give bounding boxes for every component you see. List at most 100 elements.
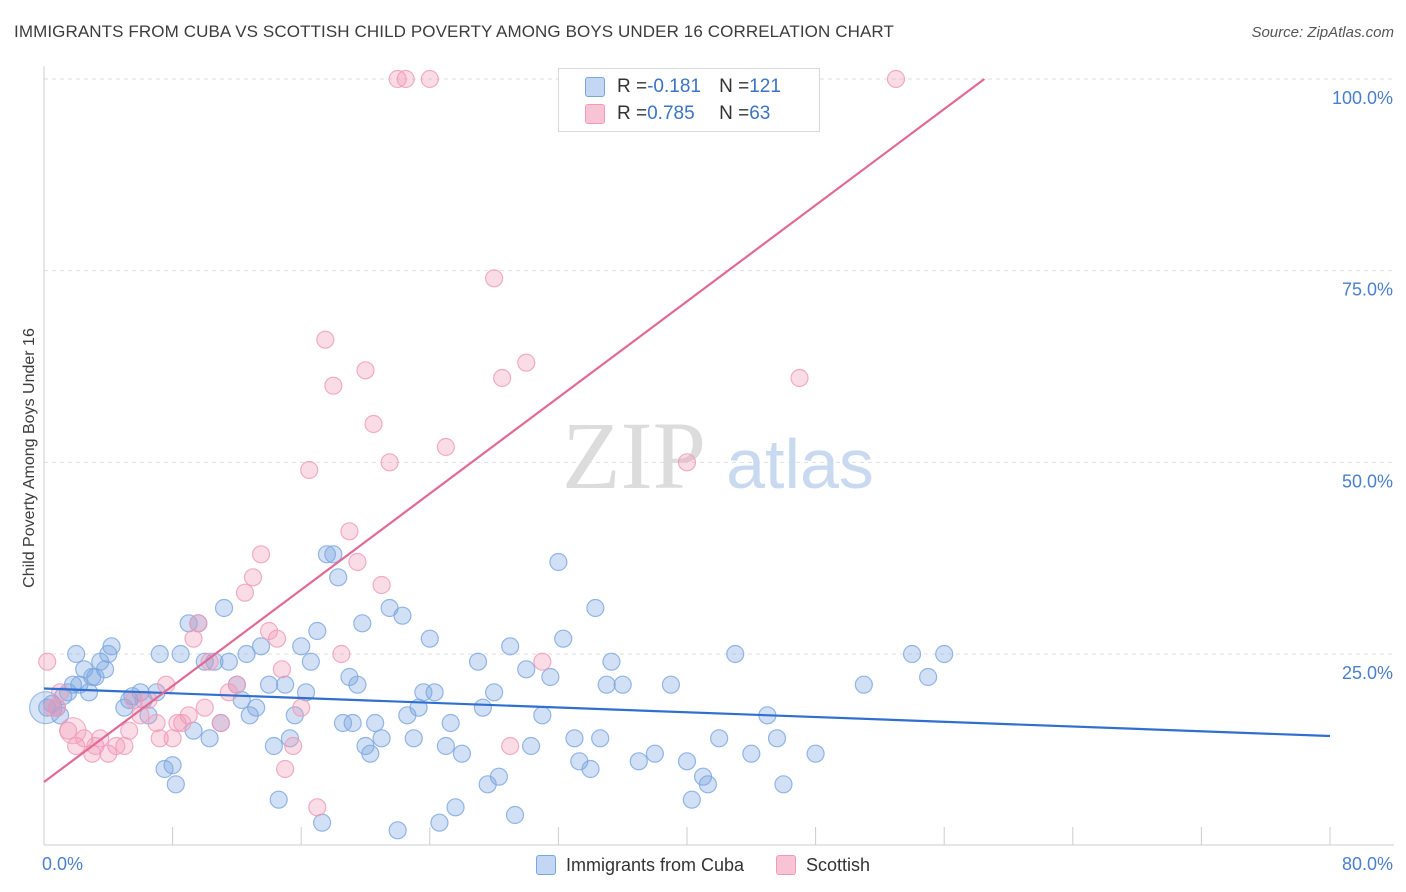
scottish-point	[380, 453, 399, 472]
scottish-point	[356, 361, 375, 380]
cuba-point	[237, 644, 256, 664]
watermark: ZIP atlas	[562, 402, 874, 509]
cuba-point	[682, 790, 701, 809]
scottish-point	[50, 683, 70, 702]
scottish-point	[163, 729, 182, 748]
cuba-point	[597, 675, 616, 694]
cuba-point	[446, 798, 465, 817]
cuba-point	[452, 744, 472, 763]
cuba-point	[902, 644, 922, 664]
scottish-point	[47, 698, 66, 717]
cuba-point	[67, 644, 86, 664]
cuba-point	[710, 729, 729, 748]
cuba-point	[677, 752, 697, 771]
scottish-point	[227, 675, 246, 694]
cuba-point	[269, 790, 288, 809]
cuba-point	[742, 744, 761, 763]
scottish-point	[150, 729, 169, 748]
cuba-point	[485, 683, 504, 702]
legend-r-value-scottish: 0.785	[647, 103, 695, 124]
cuba-point	[425, 683, 444, 702]
cuba-point	[95, 660, 115, 679]
cuba-point	[591, 729, 610, 748]
cuba-point	[324, 545, 343, 564]
scottish-point	[200, 652, 219, 671]
series-scottish-points	[38, 69, 906, 817]
trend-line-scottish	[43, 78, 986, 783]
cuba-point	[259, 675, 279, 694]
cuba-point	[774, 775, 793, 794]
cuba-point	[517, 660, 536, 679]
scottish-point	[195, 698, 214, 717]
cuba-point	[343, 713, 362, 733]
cuba-point	[301, 652, 320, 671]
scottish-point	[332, 644, 351, 664]
cuba-point	[171, 644, 190, 664]
cuba-point	[554, 629, 573, 648]
scottish-point	[300, 460, 319, 480]
legend-row-cuba: R = -0.181 N = 121	[585, 75, 781, 99]
cuba-point	[698, 775, 717, 794]
cuba-point	[726, 644, 745, 664]
cuba-point	[372, 729, 391, 748]
scottish-point	[120, 721, 139, 740]
scottish-point	[790, 368, 809, 388]
x-tick-label: 0.0%	[42, 854, 83, 874]
watermark-atlas: atlas	[726, 425, 874, 503]
cuba-point	[79, 683, 99, 702]
scottish-point	[38, 652, 57, 671]
cuba-point	[935, 644, 954, 664]
cuba-point	[468, 652, 488, 671]
cuba-point	[473, 698, 492, 717]
cuba-point	[200, 729, 219, 748]
cuba-point	[767, 729, 787, 748]
cuba-point	[586, 598, 605, 618]
legend-swatch-cuba	[585, 77, 605, 97]
legend-swatch-scottish	[585, 104, 605, 124]
cuba-point	[366, 713, 385, 733]
scottish-point	[436, 437, 455, 457]
cuba-point	[629, 752, 648, 771]
scottish-point	[396, 69, 415, 89]
scottish-point	[292, 698, 311, 717]
scottish-point	[272, 660, 292, 679]
cuba-point	[163, 756, 182, 775]
y-tick-label: 50.0%	[1342, 471, 1393, 491]
scottish-point	[284, 736, 303, 756]
scottish-point	[677, 453, 697, 472]
scottish-point	[179, 706, 198, 725]
legend-swatch-cuba	[535, 855, 556, 875]
scottish-point	[886, 69, 906, 89]
series-legend: Immigrants from Cuba Scottish	[0, 852, 1406, 878]
scottish-point	[42, 698, 62, 717]
chart-title: IMMIGRANTS FROM CUBA VS SCOTTISH CHILD P…	[14, 22, 894, 41]
cuba-point	[292, 637, 311, 656]
cuba-point	[393, 606, 412, 625]
cuba-point	[661, 675, 681, 694]
y-tick-label: 100.0%	[1332, 88, 1393, 108]
grid-lines	[44, 78, 1394, 655]
tick-labels: 25.0% 50.0% 75.0% 100.0% 0.0% 80.0%	[42, 88, 1393, 874]
cuba-point	[214, 598, 234, 618]
cuba-point	[613, 675, 632, 694]
cuba-point	[166, 775, 185, 794]
scottish-point	[235, 583, 255, 602]
cuba-point	[441, 713, 460, 733]
scottish-point	[517, 353, 536, 372]
cuba-point	[565, 729, 584, 748]
legend-item-scottish[interactable]: Scottish	[776, 855, 870, 876]
legend-item-cuba[interactable]: Immigrants from Cuba	[535, 854, 745, 876]
legend-r-label: R =	[617, 76, 648, 97]
cuba-point	[581, 759, 600, 779]
y-tick-label: 25.0%	[1342, 663, 1393, 683]
scottish-point	[533, 652, 552, 671]
cuba-point	[521, 736, 541, 756]
scottish-point	[251, 545, 271, 564]
legend-label-cuba: Immigrants from Cuba	[565, 854, 745, 875]
cuba-point	[533, 706, 552, 725]
legend-swatch-scottish	[776, 855, 797, 875]
scottish-point	[340, 522, 359, 541]
legend-r-label: R =	[617, 103, 648, 124]
cuba-point	[102, 637, 121, 656]
trend-line-cuba	[43, 687, 1331, 738]
